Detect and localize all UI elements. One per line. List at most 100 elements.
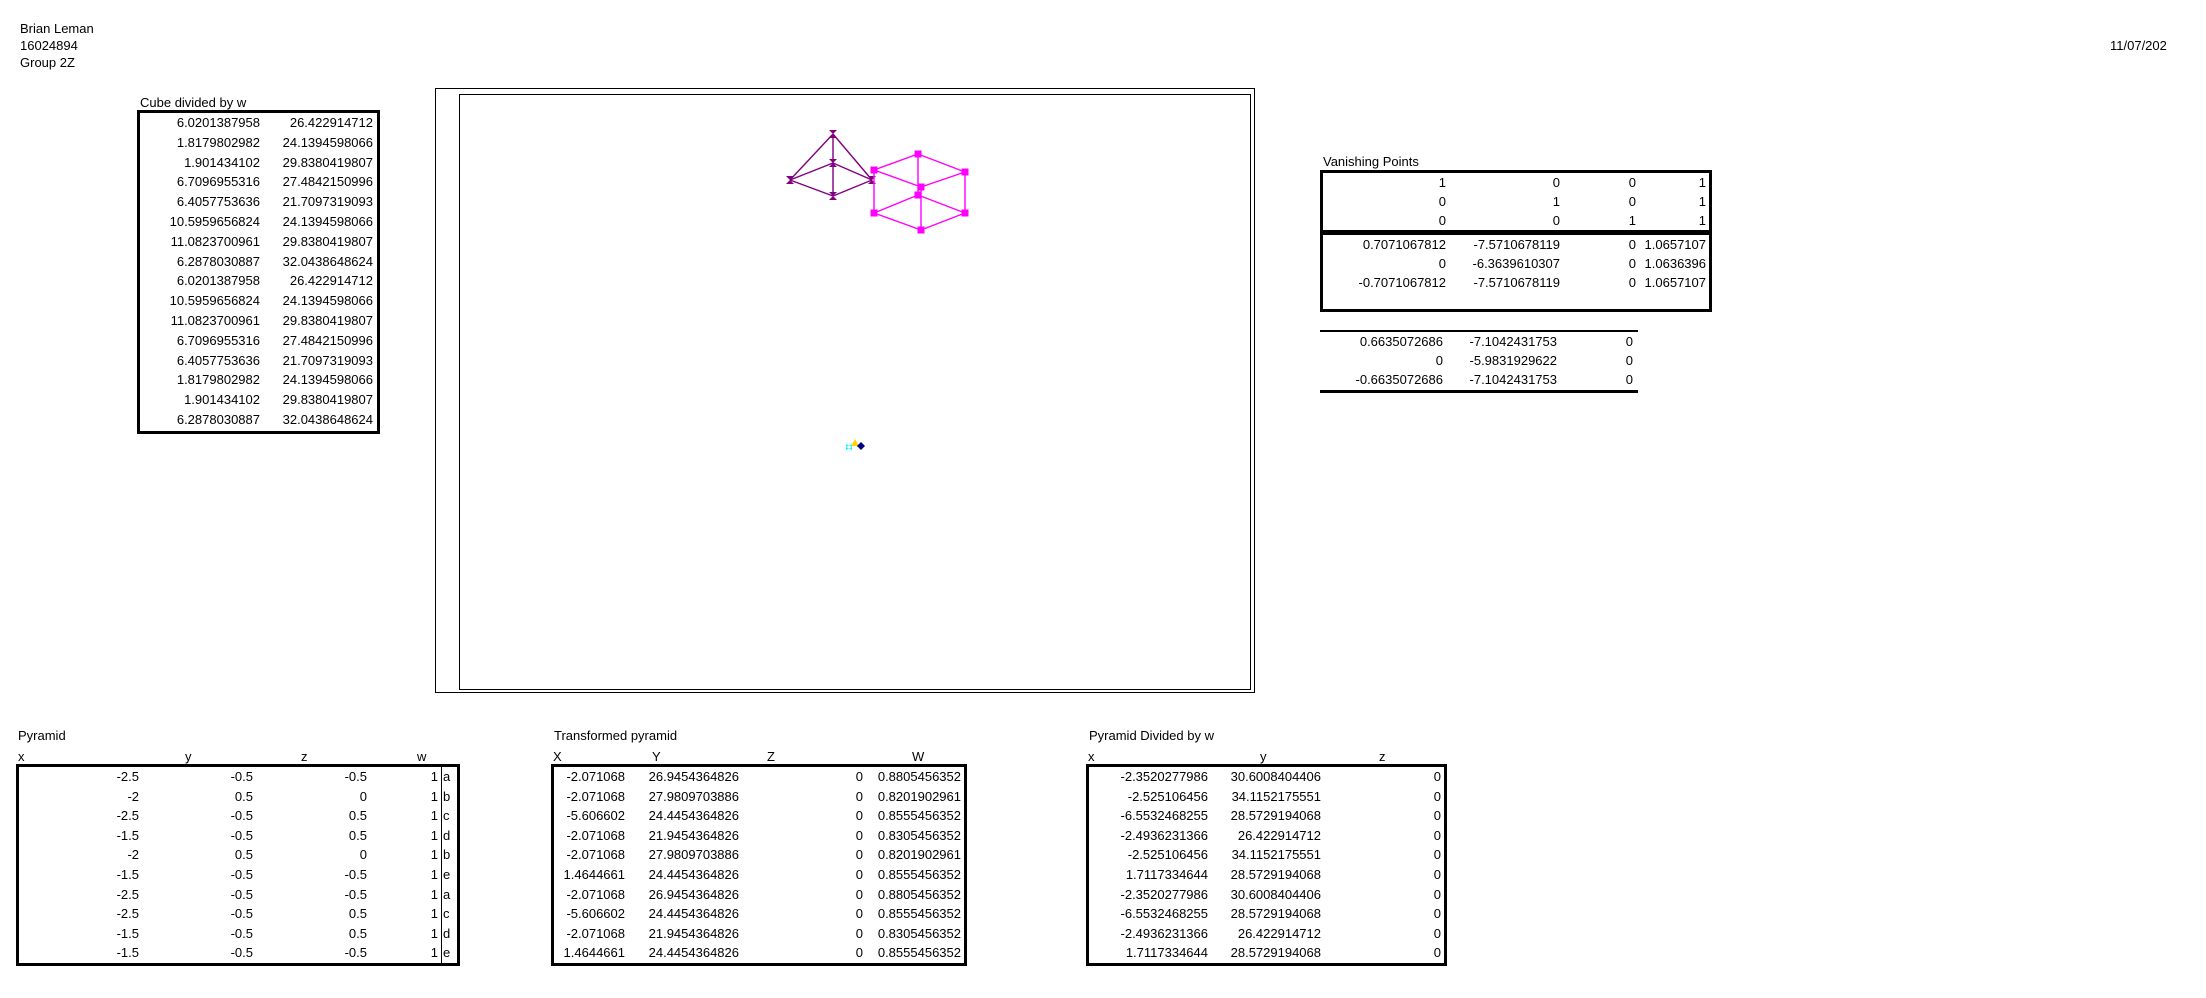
table-cell[interactable]: 0.5 xyxy=(234,788,253,804)
table-cell[interactable]: 26.422914712 xyxy=(289,273,373,289)
table-cell[interactable]: -7.5710678119 xyxy=(1473,237,1560,252)
table-cell[interactable]: -2.3520277986 xyxy=(1120,769,1208,784)
table-cell[interactable]: 0.5 xyxy=(234,847,253,863)
table-cell[interactable]: 6.0201387958 xyxy=(176,115,260,130)
table-cell[interactable]: 0.6635072686 xyxy=(1359,334,1443,349)
table-cell[interactable]: 24.4454364826 xyxy=(648,866,739,882)
table-cell[interactable]: 0.8305456352 xyxy=(877,925,961,941)
table-cell[interactable]: 0 xyxy=(1433,945,1441,961)
table-cell[interactable]: 1.0657107 xyxy=(1644,237,1706,252)
table-cell[interactable]: 0.8305456352 xyxy=(877,827,961,843)
table-cell[interactable]: 1.8179802982 xyxy=(176,134,260,150)
table-cell[interactable]: -2.5 xyxy=(116,906,139,922)
table-cell[interactable]: 26.422914712 xyxy=(1237,827,1321,843)
table-cell[interactable]: 0 xyxy=(855,925,863,941)
table-cell[interactable]: c xyxy=(443,906,450,922)
table-cell[interactable]: 1.0657107 xyxy=(1644,275,1706,290)
table-cell[interactable]: 29.8380419807 xyxy=(282,233,373,249)
table-cell[interactable]: 0 xyxy=(855,886,863,902)
table-cell[interactable]: 24.4454364826 xyxy=(648,808,739,824)
table-cell[interactable]: -7.1042431753 xyxy=(1469,334,1557,349)
table-cell[interactable]: 0 xyxy=(1628,256,1636,271)
table-cell[interactable]: -2.071068 xyxy=(566,769,625,784)
table-cell[interactable]: 10.5959656824 xyxy=(169,213,260,229)
table-cell[interactable]: 0.7071067812 xyxy=(1362,237,1446,252)
table-cell[interactable]: 34.1152175551 xyxy=(1231,847,1321,863)
chart-area[interactable] xyxy=(435,88,1255,693)
table-cell[interactable]: -0.5 xyxy=(344,769,367,784)
table-cell[interactable]: -2.5 xyxy=(116,808,139,824)
table-cell[interactable]: 6.7096955316 xyxy=(176,174,260,190)
table-cell[interactable]: 0 xyxy=(855,769,863,784)
table-cell[interactable]: 27.4842150996 xyxy=(282,174,373,190)
table-cell[interactable]: 1 xyxy=(1438,175,1446,190)
table-cell[interactable]: 0.8805456352 xyxy=(877,769,961,784)
table-cell[interactable]: 0 xyxy=(855,808,863,824)
table-cell[interactable]: 27.9809703886 xyxy=(648,847,739,863)
table-cell[interactable]: d xyxy=(443,925,451,941)
table-cell[interactable]: 6.2878030887 xyxy=(176,411,260,427)
table-cell[interactable]: 1 xyxy=(1698,194,1706,209)
table-cell[interactable]: 24.1394598066 xyxy=(282,293,373,309)
table-cell[interactable]: 1 xyxy=(370,904,442,924)
table-cell[interactable]: 32.0438648624 xyxy=(282,411,373,427)
table-cell[interactable]: -0.5 xyxy=(230,808,253,824)
table-cell[interactable]: -5.606602 xyxy=(566,808,625,824)
table-cell[interactable]: 1.0636396 xyxy=(1644,256,1706,271)
table-cell[interactable]: 0 xyxy=(855,827,863,843)
table-cell[interactable]: 0 xyxy=(1433,808,1441,824)
table-cell[interactable]: 1.901434102 xyxy=(184,154,260,170)
table-cell[interactable]: -0.5 xyxy=(230,906,253,922)
table-cell[interactable]: -0.5 xyxy=(230,866,253,882)
table-cell[interactable]: 0.5 xyxy=(348,808,367,824)
table-cell[interactable]: 28.5729194068 xyxy=(1230,866,1321,882)
table-cell[interactable]: 0 xyxy=(1552,175,1560,190)
table-cell[interactable]: 0.8555456352 xyxy=(877,866,961,882)
table-cell[interactable]: 1 xyxy=(370,923,442,944)
table-cell[interactable]: 0.8201902961 xyxy=(877,788,961,804)
table-cell[interactable]: -0.5 xyxy=(230,827,253,843)
table-cell[interactable]: -0.5 xyxy=(344,886,367,902)
table-cell[interactable]: -2 xyxy=(127,788,139,804)
table-cell[interactable]: 1.8179802982 xyxy=(176,372,260,388)
table-cell[interactable]: -5.606602 xyxy=(566,906,625,922)
table-cell[interactable]: 0.5 xyxy=(348,906,367,922)
table-cell[interactable]: 26.9454364826 xyxy=(648,886,739,902)
table-cell[interactable]: 24.4454364826 xyxy=(648,906,739,922)
table-cell[interactable]: 0 xyxy=(855,788,863,804)
table-cell[interactable]: 0 xyxy=(1433,788,1441,804)
table-cell[interactable]: -2.071068 xyxy=(566,886,625,902)
table-cell[interactable]: 0 xyxy=(1628,194,1636,209)
table-cell[interactable]: 0 xyxy=(1433,847,1441,863)
table-cell[interactable]: 1.7117334644 xyxy=(1125,945,1208,961)
table-cell[interactable]: 24.4454364826 xyxy=(648,945,739,961)
table-cell[interactable]: -0.7071067812 xyxy=(1358,275,1446,290)
table-cell[interactable]: 1 xyxy=(370,845,442,865)
table-cell[interactable]: -0.5 xyxy=(344,945,367,961)
table-cell[interactable]: 26.422914712 xyxy=(1237,925,1321,941)
table-cell[interactable]: 28.5729194068 xyxy=(1230,945,1321,961)
table-cell[interactable]: b xyxy=(443,788,451,804)
table-cell[interactable]: 0.8555456352 xyxy=(877,945,961,961)
table-cell[interactable]: 0 xyxy=(1433,886,1441,902)
table-cell[interactable]: -2.5 xyxy=(116,769,139,784)
table-cell[interactable]: 1 xyxy=(1552,194,1560,209)
table-cell[interactable]: 0.8555456352 xyxy=(877,906,961,922)
table-cell[interactable]: 6.4057753636 xyxy=(176,352,260,368)
table-cell[interactable]: 28.5729194068 xyxy=(1230,808,1321,824)
table-cell[interactable]: 34.1152175551 xyxy=(1231,788,1321,804)
table-cell[interactable]: -6.5532468255 xyxy=(1120,808,1208,824)
table-cell[interactable]: 1 xyxy=(1628,213,1636,228)
table-cell[interactable]: 0 xyxy=(1625,372,1633,387)
table-cell[interactable]: 27.9809703886 xyxy=(648,788,739,804)
table-cell[interactable]: 0 xyxy=(1435,353,1443,368)
table-cell[interactable]: 1.4644661 xyxy=(563,866,625,882)
table-cell[interactable]: 6.4057753636 xyxy=(176,194,260,210)
table-cell[interactable]: 0 xyxy=(855,847,863,863)
table-cell[interactable]: -2 xyxy=(127,847,139,863)
table-cell[interactable]: 29.8380419807 xyxy=(282,312,373,328)
table-cell[interactable]: 21.7097319093 xyxy=(282,194,373,210)
table-cell[interactable]: 32.0438648624 xyxy=(282,253,373,269)
table-cell[interactable]: -2.525106456 xyxy=(1127,847,1208,863)
table-cell[interactable]: -0.5 xyxy=(230,945,253,961)
